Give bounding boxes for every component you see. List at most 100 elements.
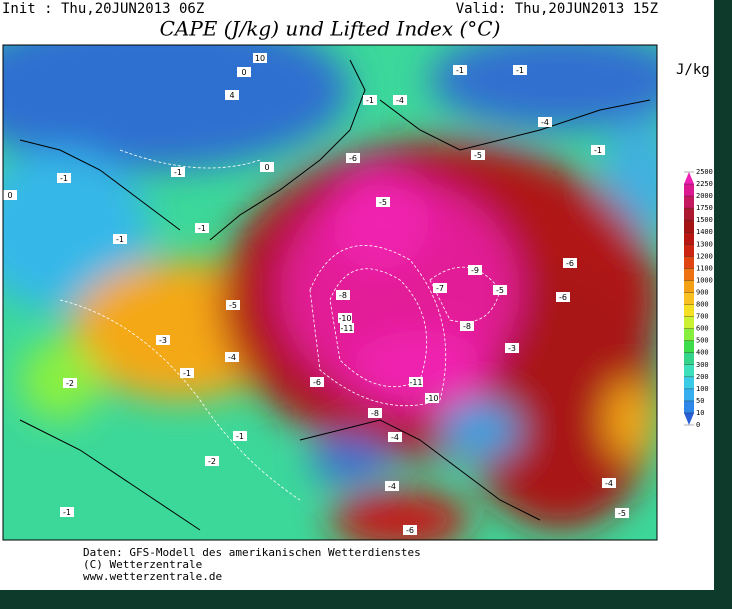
- li-label: -6: [313, 378, 321, 387]
- colorbar-tick-label: 2250: [696, 180, 713, 188]
- li-label: 4: [229, 91, 234, 100]
- colorbar-band: [684, 268, 694, 281]
- li-label: -1: [63, 508, 71, 517]
- cape-field: [3, 45, 657, 540]
- colorbar-tick-label: 50: [696, 397, 704, 405]
- li-label-box: [226, 300, 240, 310]
- li-label-box: [63, 378, 77, 388]
- li-label: 0: [264, 163, 269, 172]
- li-label: 0: [7, 191, 12, 200]
- li-label-box: [556, 292, 570, 302]
- li-label-box: [346, 153, 360, 163]
- colorbar-band: [684, 328, 694, 341]
- colorbar-band: [684, 400, 694, 413]
- li-label: 10: [255, 54, 265, 63]
- li-label-box: [205, 456, 219, 466]
- colorbar-band: [684, 352, 694, 365]
- li-label-box: [376, 197, 390, 207]
- footer: Daten: GFS-Modell des amerikanischen Wet…: [83, 546, 421, 583]
- colorbar-band: [684, 364, 694, 377]
- colorbar-unit: J/kg: [676, 62, 710, 78]
- colorbar-tick-label: 2500: [696, 168, 713, 176]
- valid-time: Valid: Thu,20JUN2013 15Z: [456, 1, 658, 17]
- li-label-box: [493, 285, 507, 295]
- li-label: -8: [463, 322, 471, 331]
- li-label: -1: [594, 146, 602, 155]
- li-label: -1: [198, 224, 206, 233]
- colorbar-tick-label: 500: [696, 337, 709, 345]
- li-label-box: [338, 313, 352, 323]
- colorbar-tick-label: 100: [696, 385, 709, 393]
- colorbar-band: [684, 172, 694, 185]
- colorbar-tick-label: 1100: [696, 264, 713, 272]
- li-label-box: [340, 323, 354, 333]
- colorbar-tick-label: 1200: [696, 252, 713, 260]
- li-label: -1: [60, 174, 68, 183]
- colorbar-band: [684, 316, 694, 329]
- li-label-box: [60, 507, 74, 517]
- footer-line: www.wetterzentrale.de: [83, 570, 222, 583]
- colorbar: 0 10 50 100 200 300 400 500 600 700 800 900 1000 1100…: [684, 168, 713, 429]
- map-title: CAPE (J/kg) und Lifted Index (°C): [160, 17, 501, 41]
- colorbar-band: [684, 340, 694, 353]
- li-label: -10: [338, 314, 351, 323]
- li-label-box: [260, 162, 274, 172]
- colorbar-tick-label: 1500: [696, 216, 713, 224]
- li-label-box: [3, 190, 17, 200]
- li-label: -4: [541, 118, 549, 127]
- li-label: -5: [618, 509, 626, 518]
- colorbar-band: [684, 256, 694, 269]
- colorbar-tick-label: 1750: [696, 204, 713, 212]
- li-label: -6: [559, 293, 567, 302]
- li-label-box: [538, 117, 552, 127]
- li-label-box: [460, 321, 474, 331]
- colorbar-tick-label: 400: [696, 349, 709, 357]
- li-label: -4: [388, 482, 396, 491]
- colorbar-tick-label: 300: [696, 361, 709, 369]
- map-frame: [2, 44, 658, 541]
- colorbar-band: [684, 184, 694, 197]
- li-label-box: [468, 265, 482, 275]
- li-label: -3: [508, 344, 516, 353]
- li-label-box: [433, 283, 447, 293]
- li-label: -11: [340, 324, 353, 333]
- li-label-box: [237, 67, 251, 77]
- coastlines: [19, 59, 651, 531]
- li-label: -1: [456, 66, 464, 75]
- li-label: -2: [66, 379, 74, 388]
- li-label: -1: [183, 369, 191, 378]
- colorbar-tick-label: 1400: [696, 228, 713, 236]
- li-label: -1: [116, 235, 124, 244]
- colorbar-tick-label: 10: [696, 409, 704, 417]
- colorbar-band: [684, 412, 694, 425]
- colorbar-band: [684, 376, 694, 389]
- li-label-box: [425, 393, 439, 403]
- li-label-box: [388, 432, 402, 442]
- li-label-box: [615, 508, 629, 518]
- colorbar-band: [684, 232, 694, 245]
- li-label-box: [253, 53, 267, 63]
- li-label-box: [409, 377, 423, 387]
- footer-line: (C) Wetterzentrale: [83, 558, 202, 571]
- li-label: -4: [391, 433, 399, 442]
- li-label-box: [403, 525, 417, 535]
- li-label: -4: [228, 353, 236, 362]
- li-label-box: [233, 431, 247, 441]
- li-label: 0: [241, 68, 246, 77]
- li-label-box: [513, 65, 527, 75]
- colorbar-band: [684, 292, 694, 305]
- li-label: -5: [379, 198, 387, 207]
- li-label-box: [563, 258, 577, 268]
- colorbar-tick-label: 2000: [696, 192, 713, 200]
- colorbar-tick-label: 1000: [696, 276, 713, 284]
- li-label: -6: [406, 526, 414, 535]
- li-label-box: [505, 343, 519, 353]
- colorbar-tick-label: 1300: [696, 240, 713, 248]
- li-label-box: [113, 234, 127, 244]
- li-label-box: [393, 95, 407, 105]
- li-label-box: [385, 481, 399, 491]
- li-label: -5: [229, 301, 237, 310]
